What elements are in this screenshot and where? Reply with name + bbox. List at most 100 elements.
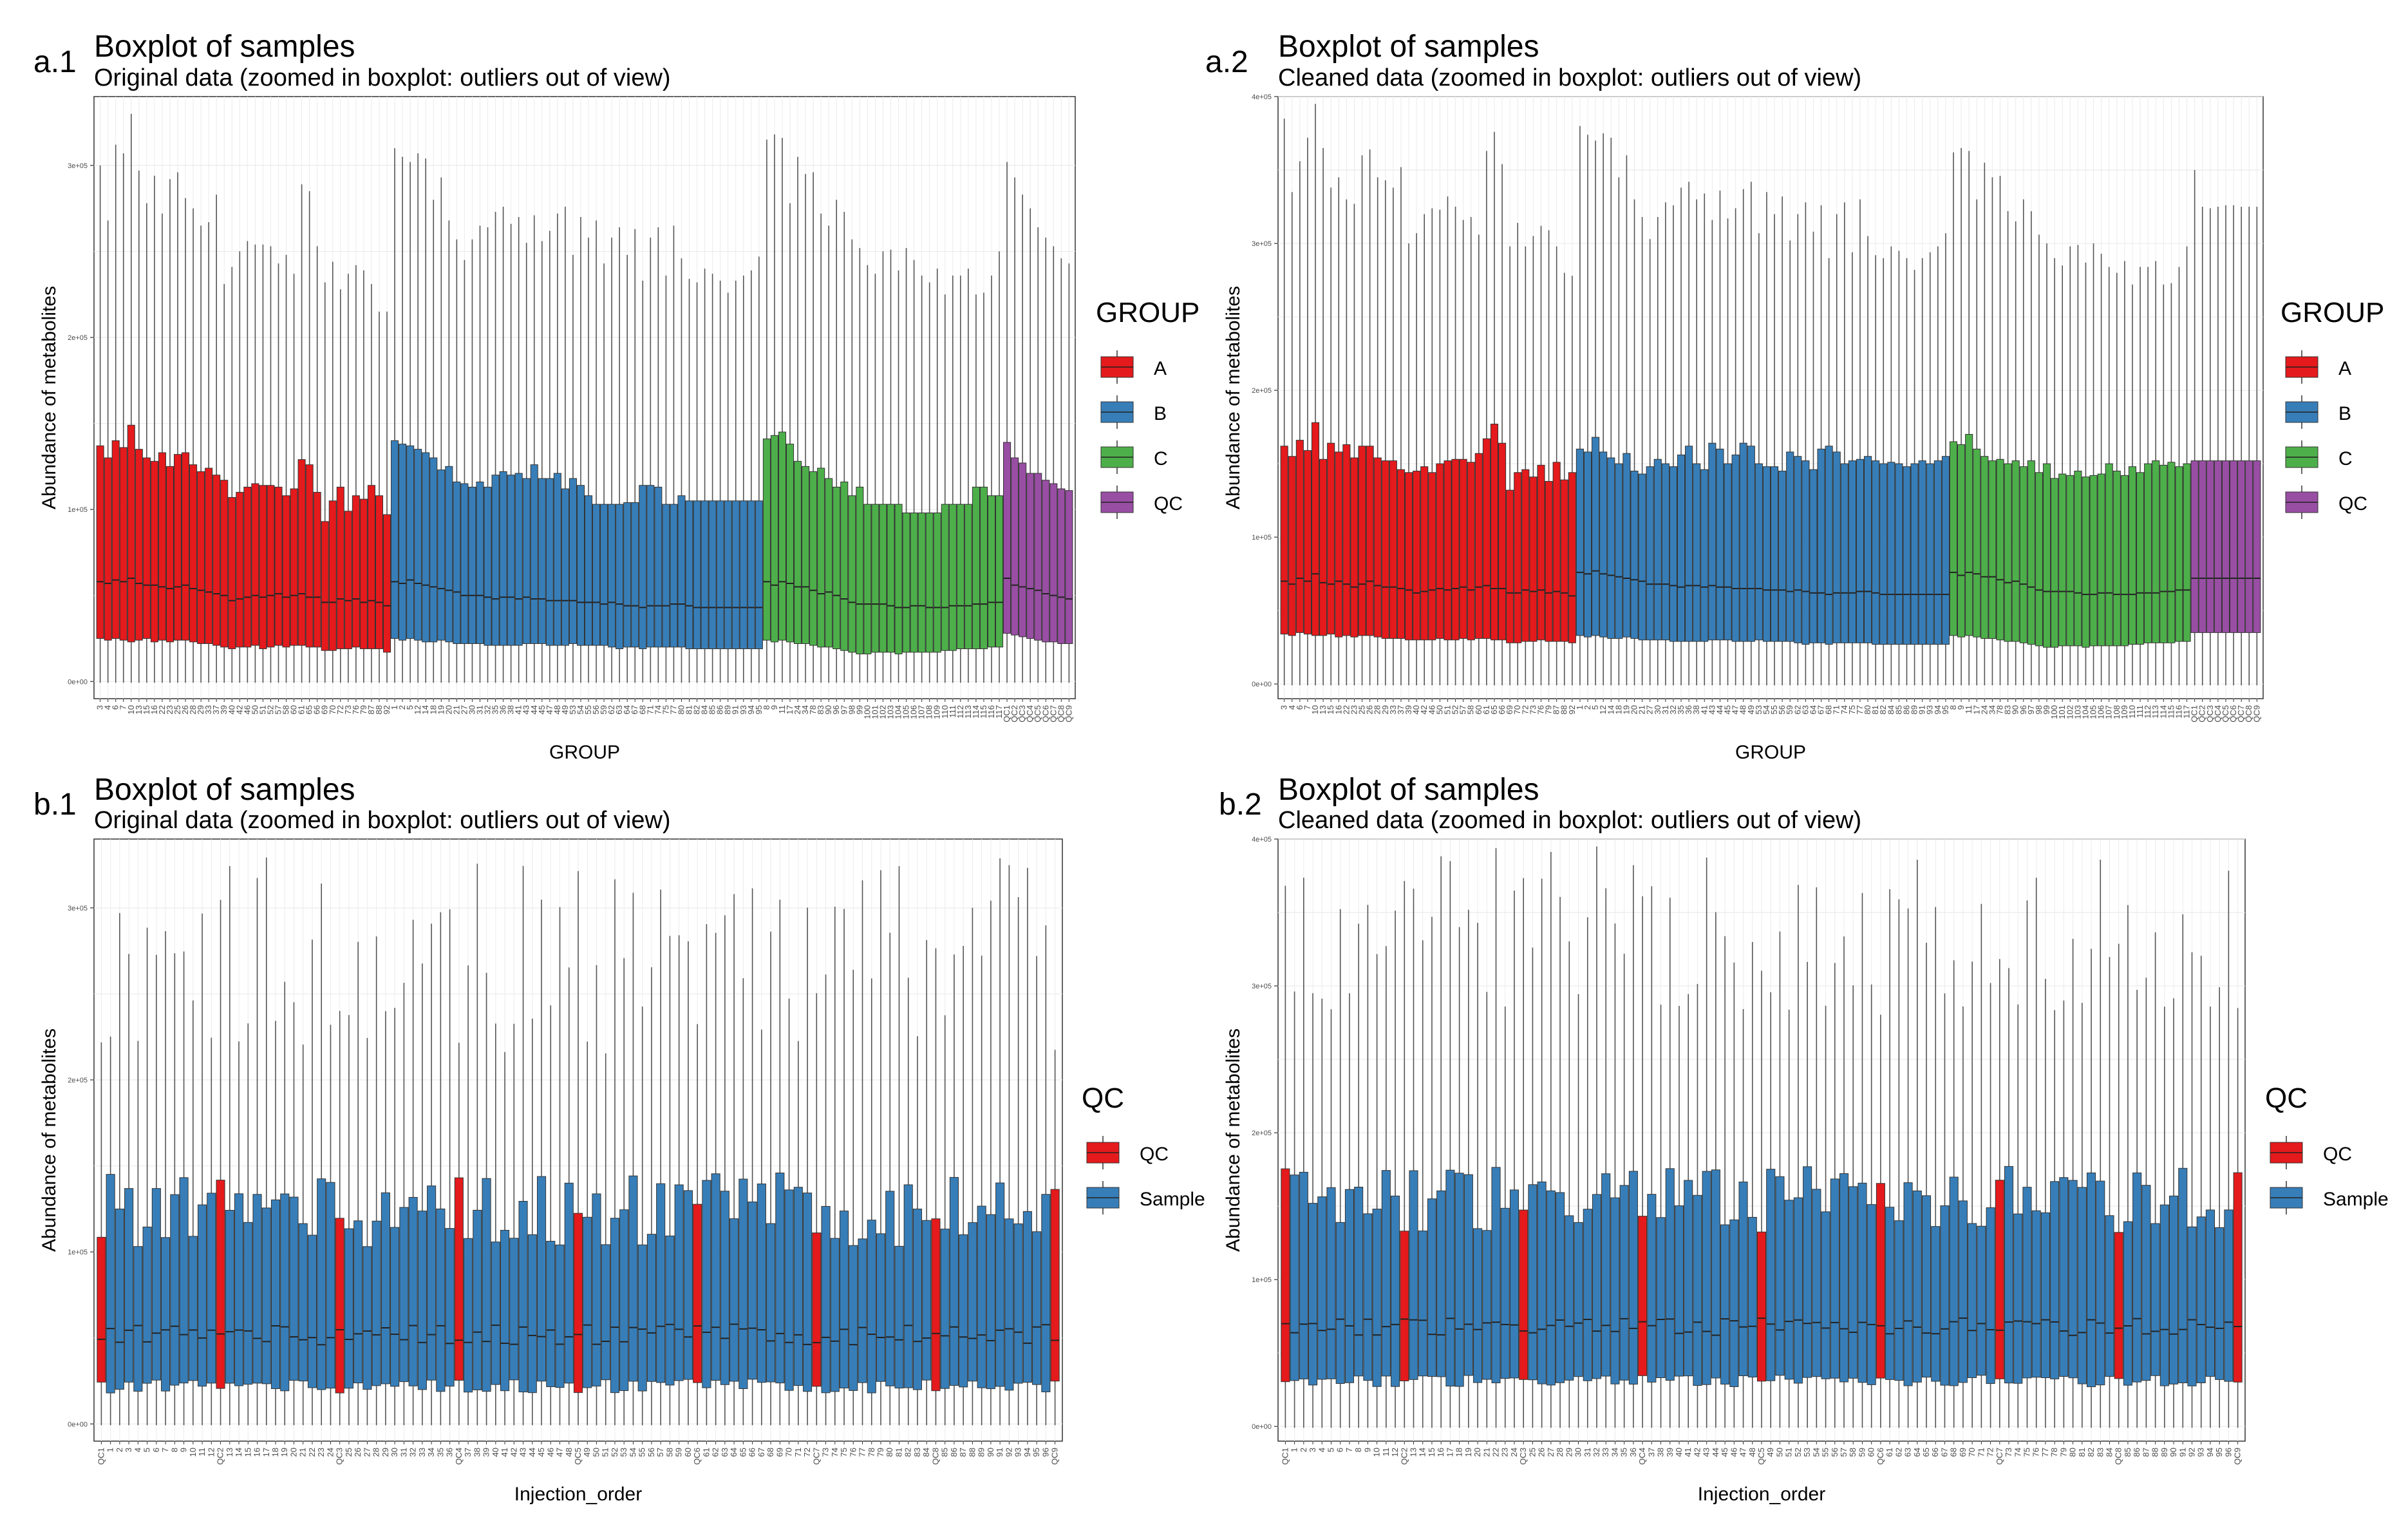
box: [150, 460, 158, 643]
box: [1317, 1196, 1327, 1380]
box: [1327, 442, 1335, 635]
x-tick-label: 91: [995, 1448, 1004, 1457]
x-tick-label: 74: [1839, 705, 1849, 714]
x-tick-label: 66: [312, 705, 322, 714]
x-tick-label: QC2: [2197, 705, 2207, 722]
x-tick-label: 15: [1326, 705, 1335, 714]
box: [538, 478, 546, 645]
x-tick-label: 67: [630, 705, 639, 714]
box: [1335, 451, 1343, 638]
x-tick-label: 54: [628, 1448, 637, 1457]
x-tick-label: 114: [971, 705, 981, 719]
x-tick-label: 104: [2080, 705, 2090, 719]
box: [1615, 463, 1623, 639]
box: [1295, 440, 1304, 633]
x-tick-label: 11: [197, 1448, 207, 1457]
legend-label: QC: [1140, 1144, 1169, 1165]
box: [917, 512, 926, 653]
box: [762, 439, 771, 641]
x-tick-label: 80: [1863, 705, 1872, 714]
x-tick-label: 25: [1357, 705, 1367, 714]
box: [460, 483, 469, 645]
x-tick-label: 58: [664, 1448, 674, 1457]
x-tick-label: 89: [977, 1448, 986, 1457]
box: [2128, 466, 2137, 645]
box: [188, 1236, 198, 1381]
box: [803, 1193, 813, 1392]
box: [179, 1177, 189, 1384]
x-tick-label: QC3: [2205, 705, 2215, 722]
box: [473, 1209, 482, 1390]
box: [1817, 448, 1825, 643]
x-tick-label: 33: [1388, 705, 1398, 714]
x-tick-label: 50: [591, 1448, 601, 1457]
x-tick-label: 3: [1279, 705, 1289, 710]
x-tick-label: 6: [151, 1448, 161, 1452]
x-tick-label: QC4: [454, 1448, 464, 1465]
box: [623, 502, 632, 648]
box: [1809, 469, 1818, 643]
x-tick-label: 56: [1777, 705, 1787, 714]
box: [1867, 1204, 1876, 1385]
box: [1926, 463, 1934, 645]
box: [1034, 473, 1042, 641]
x-tick-label: 104: [894, 705, 903, 719]
x-tick-label: 103: [2073, 705, 2082, 719]
x-tick-label: 60: [1474, 705, 1483, 714]
legend: GROUP A B C QC: [1096, 297, 1199, 519]
legend-label: B: [1154, 403, 1167, 424]
box: [158, 452, 166, 641]
box: [1537, 464, 1545, 641]
box: [1864, 456, 1872, 643]
box: [959, 1234, 968, 1388]
box: [986, 1214, 995, 1390]
x-tick-label: 106: [2096, 705, 2106, 719]
x-tick-label: 28: [1373, 705, 1382, 714]
x-tick-label: 77: [2040, 1448, 2050, 1457]
x-tick-label: 70: [1967, 1448, 1977, 1457]
box: [2031, 1210, 2041, 1378]
x-tick-label: 77: [858, 1448, 867, 1457]
y-tick-label: 1e+05: [1252, 534, 1272, 542]
box: [225, 1209, 234, 1384]
x-tick-label: QC3: [335, 1448, 344, 1465]
x-tick-label: 91: [731, 705, 740, 714]
box: [115, 1208, 124, 1390]
x-tick-label: 20: [444, 705, 453, 714]
box: [1700, 469, 1709, 642]
box: [1885, 1207, 1895, 1380]
x-tick-label: 108: [2112, 705, 2121, 719]
box: [1677, 454, 1686, 642]
x-tick-label: 84: [2104, 1448, 2114, 1457]
x-tick-label: 11: [777, 705, 787, 714]
x-tick-label: 4: [133, 1448, 142, 1452]
box: [522, 478, 531, 645]
x-tick-label: 16: [149, 705, 159, 714]
x-tick-label: 19: [279, 1448, 289, 1457]
box: [1444, 460, 1452, 641]
x-tick-label: 12: [206, 1448, 216, 1457]
x-tick-label: 44: [529, 705, 539, 714]
x-tick-label: 31: [475, 705, 484, 714]
x-tick-label: 14: [1418, 1448, 1427, 1457]
box: [1366, 446, 1374, 636]
box: [1592, 1194, 1602, 1379]
y-tick-label: 4e+05: [1252, 836, 1272, 844]
x-tick-label: 41: [500, 1448, 509, 1457]
x-tick-label: 98: [847, 705, 856, 714]
x-tick-label: 8: [1353, 1448, 1363, 1452]
box: [307, 1234, 317, 1388]
box: [1716, 448, 1724, 641]
box: [2141, 1185, 2151, 1381]
x-tick-label: 64: [1912, 1448, 1922, 1457]
box: [1711, 1169, 1720, 1379]
box: [165, 466, 174, 643]
box: [252, 1194, 262, 1384]
x-tick-label: 48: [552, 705, 562, 714]
x-tick-label: 17: [785, 705, 795, 714]
box: [1894, 1220, 1904, 1381]
x-tick-label: 27: [362, 1448, 372, 1457]
x-tick-label: 62: [1792, 705, 1802, 714]
box: [879, 504, 887, 653]
x-tick-label: 48: [1738, 705, 1748, 714]
